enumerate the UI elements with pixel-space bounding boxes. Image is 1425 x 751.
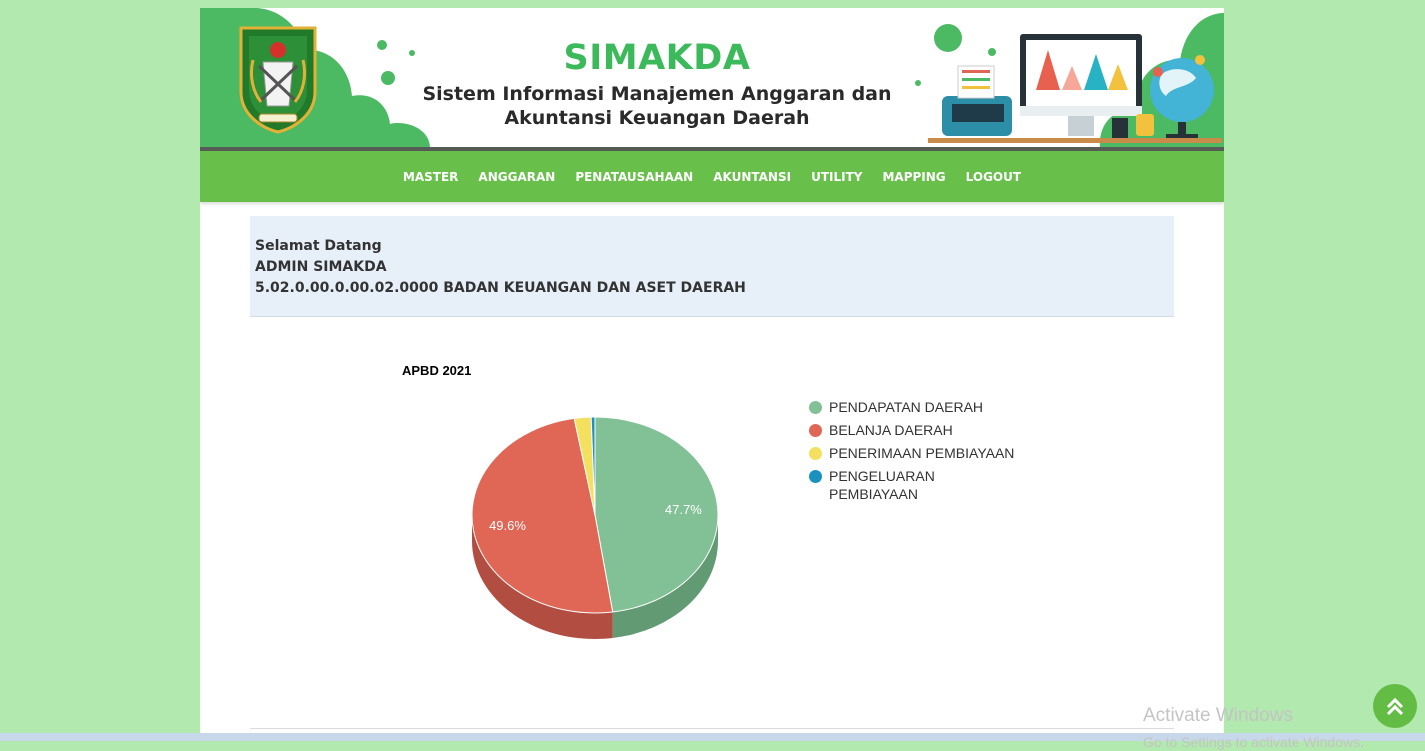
welcome-user: ADMIN SIMAKDA xyxy=(255,259,387,275)
watermark-line-2: Go to Settings to activate Windows. xyxy=(1143,734,1364,750)
brand-title: SIMAKDA xyxy=(563,38,751,78)
legend-label-pendapatan: PENDAPATAN DAERAH xyxy=(829,399,984,415)
nav-divider xyxy=(200,147,1224,151)
pie-side-belanja xyxy=(472,515,613,639)
pie-chart: 47.7% 49.6% xyxy=(471,416,719,639)
welcome-greeting: Selamat Datang xyxy=(255,238,382,254)
tagline-line-1: Sistem Informasi Manajemen Anggaran dan xyxy=(422,83,892,105)
page-container: SIMAKDA Sistem Informasi Manajemen Angga… xyxy=(200,8,1224,741)
legend-label-belanja: BELANJA DAERAH xyxy=(829,422,953,438)
legend-label-pengeluaran: PENGELUARAN PEMBIAYAAN xyxy=(829,468,935,502)
watermark-line-1: Activate Windows xyxy=(1143,705,1293,726)
legend-item-pendapatan[interactable]: PENDAPATAN DAERAH xyxy=(809,398,1049,416)
legend-item-pengeluaran[interactable]: PENGELUARAN PEMBIAYAAN xyxy=(809,467,1049,503)
nav-item-anggaran[interactable]: ANGGARAN xyxy=(478,169,556,184)
nav-item-mapping[interactable]: MAPPING xyxy=(882,169,946,184)
pie-slice-pendapatan[interactable] xyxy=(594,416,719,613)
main-navbar: MASTER ANGGARAN PENATAUSAHAAN AKUNTANSI … xyxy=(200,151,1224,202)
legend-dot-pengeluaran xyxy=(809,470,822,483)
pie-label-pendapatan: 47.7% xyxy=(665,502,702,517)
pie-slice-pengeluaran[interactable] xyxy=(590,416,596,516)
nav-item-utility[interactable]: UTILITY xyxy=(811,169,863,184)
scroll-to-top-button[interactable] xyxy=(1373,684,1417,728)
legend-label-penerimaan: PENERIMAAN PEMBIAYAAN xyxy=(829,445,1015,461)
legend-dot-pendapatan xyxy=(809,401,822,414)
banner-title-block: SIMAKDA Sistem Informasi Manajemen Angga… xyxy=(420,38,894,130)
activate-windows-watermark: Activate Windows Go to Settings to activ… xyxy=(1143,705,1364,751)
nav-item-master[interactable]: MASTER xyxy=(402,169,459,184)
pie-label-belanja: 49.6% xyxy=(489,518,526,533)
welcome-unit: 5.02.0.00.0.00.02.0000 BADAN KEUANGAN DA… xyxy=(255,280,746,296)
chart-legend: PENDAPATAN DAERAH BELANJA DAERAH PENERIM… xyxy=(809,398,1049,508)
taskbar-strip xyxy=(0,733,1425,741)
content-bottom-divider xyxy=(250,728,1174,729)
legend-dot-belanja xyxy=(809,424,822,437)
nav-item-logout[interactable]: LOGOUT xyxy=(965,169,1022,184)
header-banner: SIMAKDA Sistem Informasi Manajemen Angga… xyxy=(200,8,1224,148)
nav-item-penatausahaan[interactable]: PENATAUSAHAAN xyxy=(575,169,694,184)
legend-item-penerimaan[interactable]: PENERIMAAN PEMBIAYAAN xyxy=(809,444,1049,462)
legend-dot-penerimaan xyxy=(809,447,822,460)
welcome-panel: Selamat Datang ADMIN SIMAKDA 5.02.0.00.0… xyxy=(250,216,1174,317)
tagline-line-2: Akuntansi Keuangan Daerah xyxy=(504,107,810,129)
chevron-up-icon xyxy=(1386,697,1404,716)
nav-item-akuntansi[interactable]: AKUNTANSI xyxy=(713,169,792,184)
provincial-emblem-logo xyxy=(239,26,317,134)
pie-side-pendapatan xyxy=(612,515,718,638)
chart-title: APBD 2021 xyxy=(402,363,472,378)
legend-item-belanja[interactable]: BELANJA DAERAH xyxy=(809,421,1049,439)
pie-slice-belanja[interactable] xyxy=(471,417,614,614)
